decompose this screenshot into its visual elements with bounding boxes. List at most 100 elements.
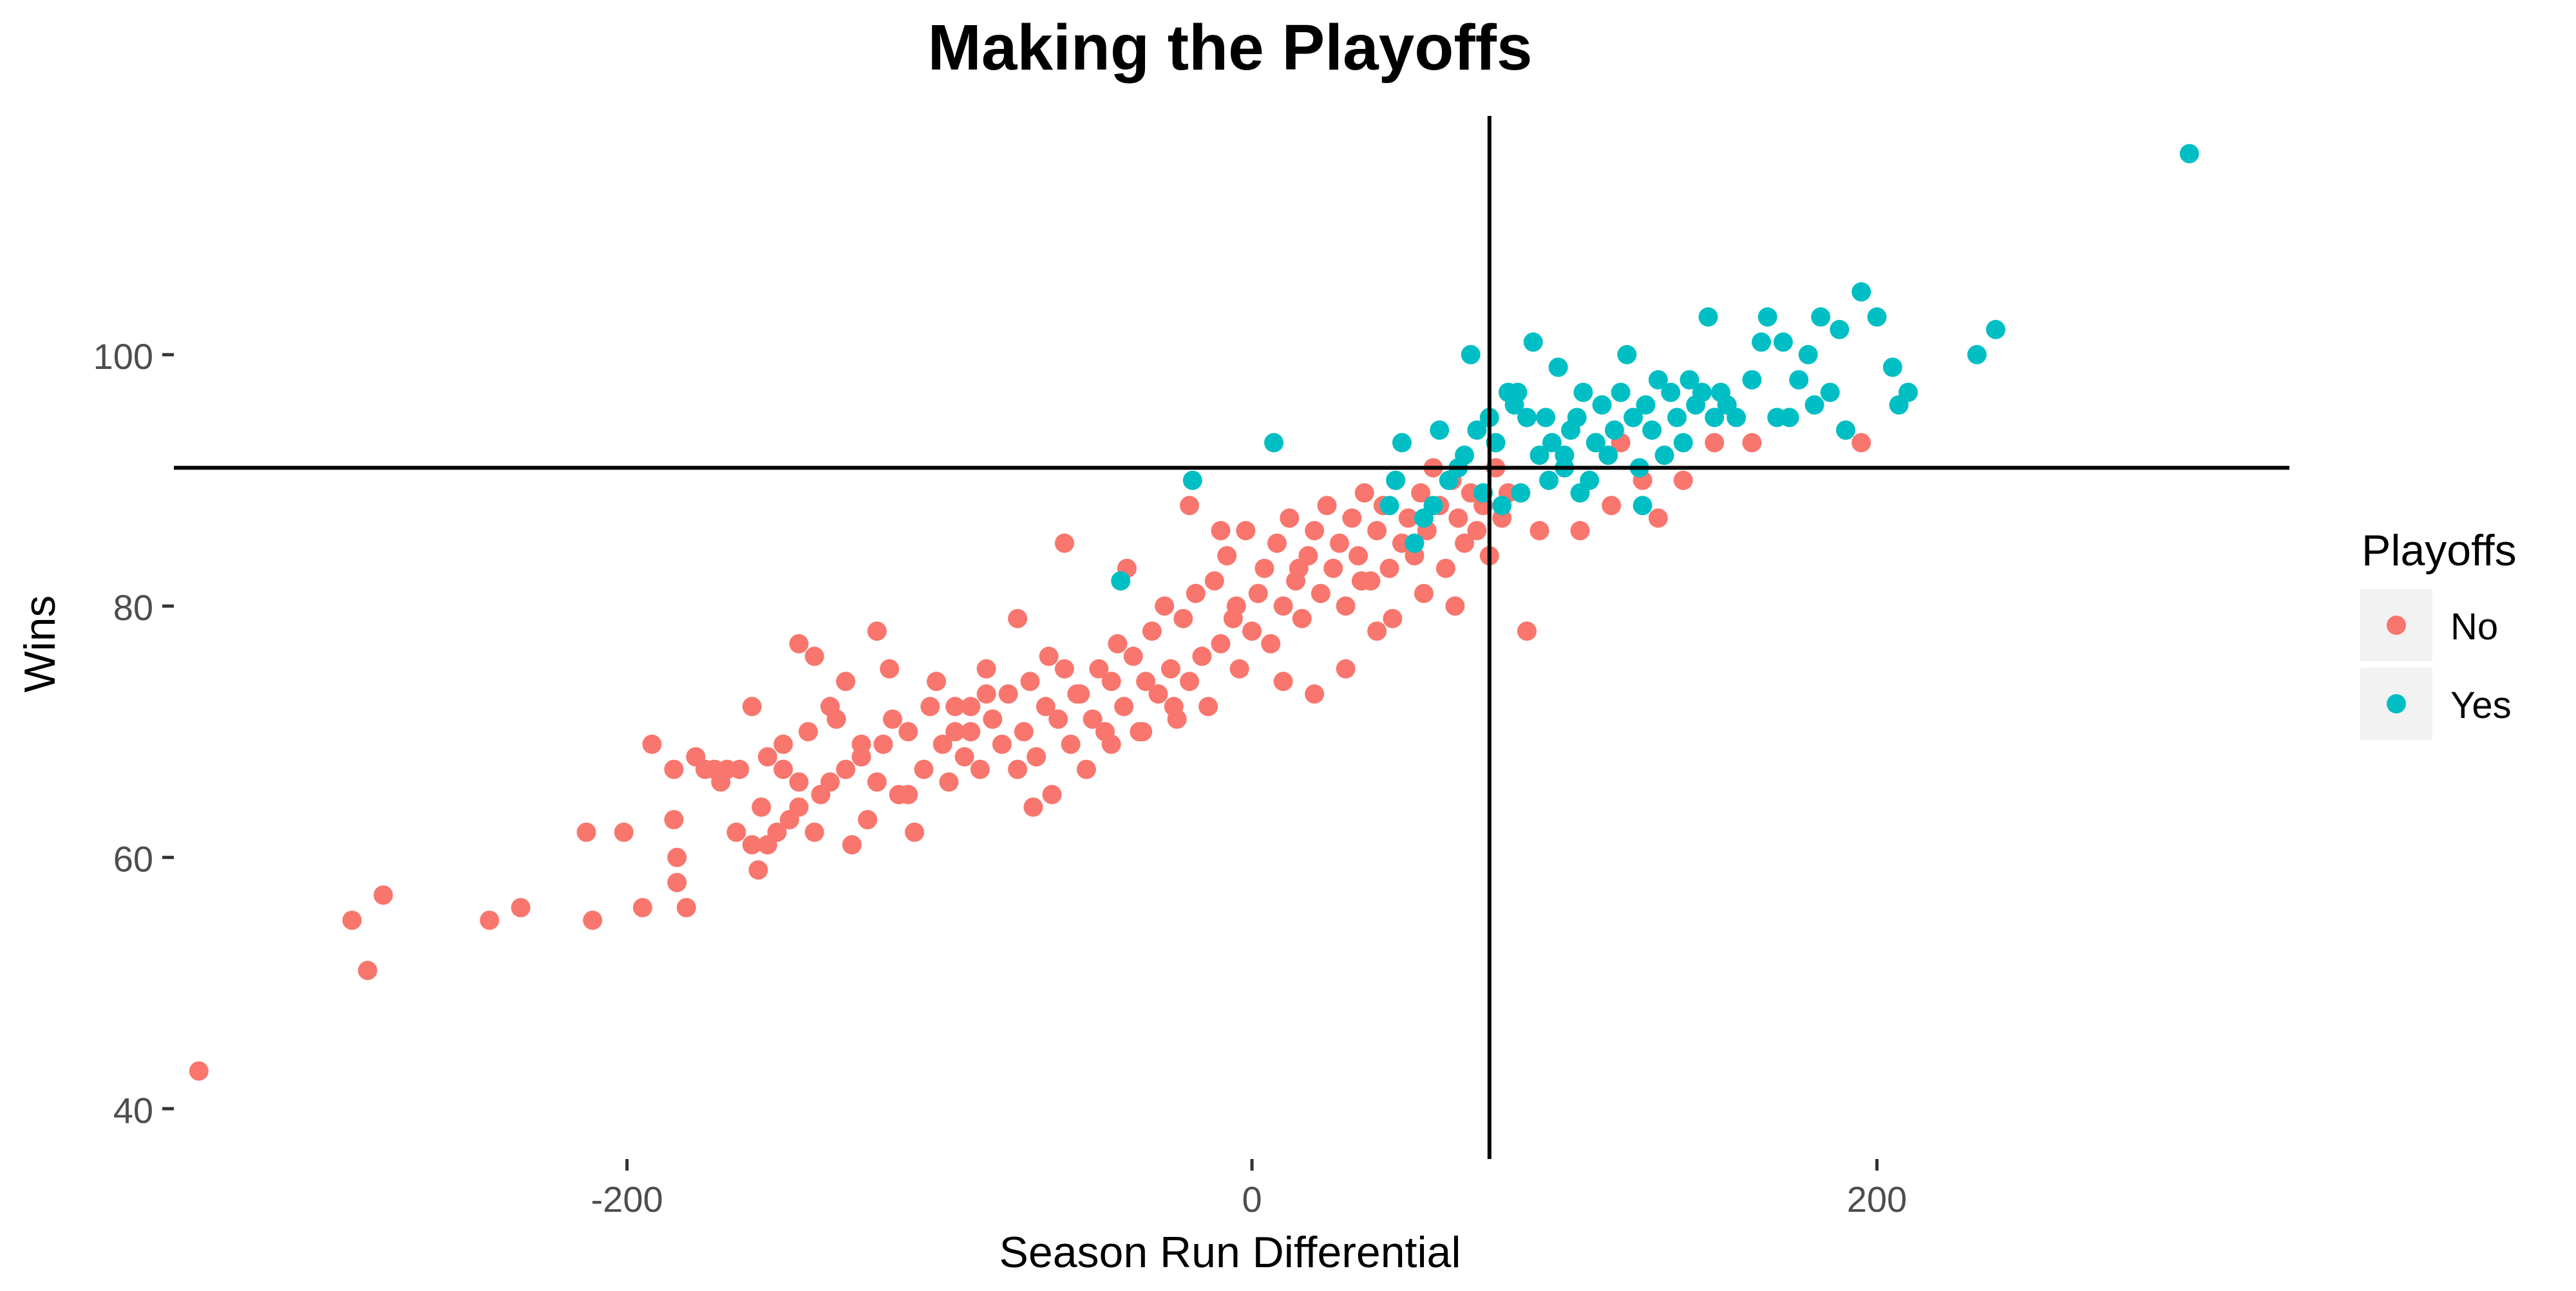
data-point [1379,558,1399,578]
data-point [1467,521,1487,541]
data-point [1414,583,1434,603]
legend: Playoffs No Yes [2360,526,2517,740]
data-point [1148,684,1168,704]
data-point [1573,382,1593,402]
data-point [730,759,750,779]
data-point [742,835,762,854]
data-point [1445,596,1465,616]
plot-area: 40 60 80 100 -200 0 200 [93,116,2289,1220]
data-point [804,822,824,842]
x-tick-label: 200 [1847,1179,1907,1220]
data-point [1742,433,1762,453]
data-point [1123,646,1143,666]
data-point [1323,558,1343,578]
data-point [695,759,715,779]
data-point [726,822,746,842]
data-point [842,835,862,854]
data-point [1985,319,2005,339]
data-point [976,659,996,679]
y-axis-label: Wins [15,595,64,692]
data-point [983,709,1003,729]
data-point [898,785,918,804]
data-point [1517,408,1537,428]
data-point [976,684,996,704]
data-point [1467,420,1487,440]
data-point [1014,722,1034,742]
data-point [1448,508,1468,528]
data-point [664,810,684,829]
data-point [1160,659,1180,679]
data-point [1136,672,1156,692]
data-point [1133,722,1153,742]
data-point [1779,408,1799,428]
data-point [1492,496,1512,516]
data-point [583,910,603,930]
data-point [961,697,981,717]
data-point [1182,471,1202,490]
data-point [748,860,768,880]
data-point [189,1061,209,1081]
legend-key-yes [2387,694,2406,713]
data-point [945,697,965,717]
data-point [1555,446,1575,465]
data-point [1217,546,1237,566]
data-point [1811,307,1831,327]
x-tick-label: 0 [1242,1179,1262,1220]
data-point [1611,382,1631,402]
data-point [1517,621,1537,641]
data-point [1570,483,1590,503]
data-point [1008,608,1028,628]
data-point [1642,420,1662,440]
legend-key-no [2387,616,2406,635]
data-point [757,835,777,854]
data-point [1752,332,1771,352]
data-point [1852,282,1871,302]
x-axis-label: Season Run Differential [999,1228,1461,1277]
data-point [1680,370,1700,390]
data-point [873,734,893,754]
data-point [1742,370,1762,390]
data-point [1367,521,1387,541]
data-point [1705,408,1725,428]
data-point [1530,521,1549,541]
data-point [1329,533,1349,553]
data-point [614,822,634,842]
data-point [1383,608,1403,628]
data-point [1111,571,1131,591]
data-point [1830,319,1850,339]
data-point [1336,659,1356,679]
data-point [1539,471,1558,490]
data-point [1405,533,1425,553]
data-point [1336,596,1356,616]
data-point [773,734,793,754]
y-tick-label: 80 [113,587,153,628]
data-point [1598,446,1618,465]
y-tick-label: 100 [93,336,153,377]
data-point [1101,672,1121,692]
data-point [1567,408,1587,428]
data-point [1036,697,1056,717]
data-point [1411,483,1431,503]
data-point [1280,508,1300,528]
data-point [867,772,887,792]
data-point [1305,521,1325,541]
data-point [2179,144,2199,164]
data-point [1570,521,1590,541]
data-point [1164,697,1184,717]
data-point [867,621,887,641]
data-point [961,722,981,742]
data-point [851,734,871,754]
data-point [1773,332,1793,352]
data-point [642,734,662,754]
data-point [1267,533,1287,553]
y-tick-label: 60 [113,839,153,880]
legend-label-yes: Yes [2450,684,2512,726]
data-point [1461,344,1481,364]
data-point [1536,408,1556,428]
data-point [1633,496,1653,516]
data-point [1180,496,1199,516]
data-point [1648,370,1668,390]
data-point [1027,747,1046,767]
